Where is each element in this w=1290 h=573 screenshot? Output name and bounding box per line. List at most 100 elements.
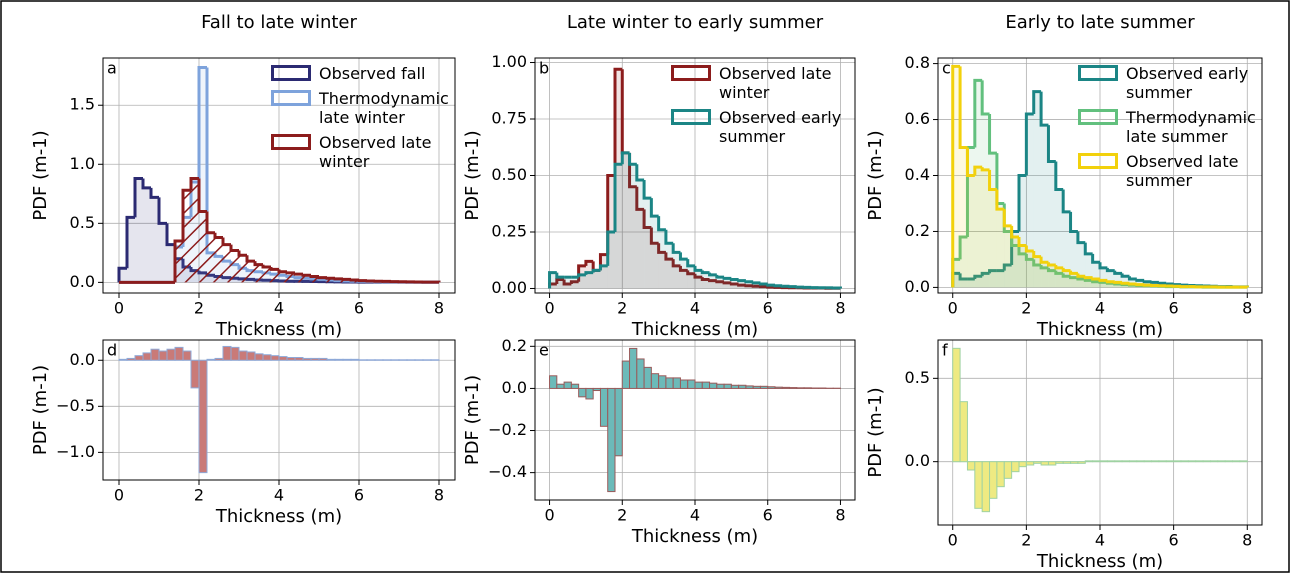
step-outline (708, 272, 717, 277)
step-outline (555, 277, 565, 284)
series (548, 151, 842, 290)
bar (982, 273, 990, 288)
step-outline (569, 280, 579, 284)
step-outline (277, 269, 287, 274)
bar (270, 355, 280, 361)
step-outline (1024, 253, 1034, 261)
legend-entry: Thermodynamic late summer (1078, 108, 1258, 146)
step-outline (700, 277, 710, 281)
bar (1033, 265, 1042, 288)
legend-label: Observed early summer (719, 108, 842, 146)
bar (702, 272, 710, 289)
chart-title: Fall to late winter (201, 12, 357, 33)
step-outline (1010, 225, 1019, 239)
y-tick-label: 0.0 (70, 350, 95, 369)
x-axis-label: Thickness (m) (631, 526, 758, 547)
bar (302, 357, 312, 361)
bar (615, 164, 623, 289)
legend-entry: Thermodynamic late winter (271, 89, 451, 127)
bar (1202, 460, 1211, 463)
bar (564, 283, 572, 289)
bar (191, 178, 199, 283)
bar (1055, 273, 1064, 288)
bar (1041, 267, 1049, 288)
y-tick-label: 1.00 (491, 52, 527, 71)
step-outline (1083, 278, 1093, 282)
y-tick-label: 0.25 (491, 221, 527, 240)
bar (600, 265, 608, 289)
bar (629, 186, 637, 289)
bar (789, 387, 798, 389)
bar (190, 359, 200, 389)
step-outline (562, 279, 572, 286)
bar (134, 355, 144, 361)
bar (745, 385, 754, 389)
bar (198, 359, 208, 474)
bar (709, 274, 717, 289)
bar (303, 275, 311, 283)
step-outline (737, 279, 746, 283)
bar (1004, 225, 1012, 288)
bar (1232, 460, 1241, 463)
step-outline (671, 243, 681, 254)
bar (578, 274, 586, 289)
bar (1047, 461, 1057, 466)
bar (996, 270, 1005, 288)
legend-entry: Observed late winter (271, 133, 451, 171)
y-tick-label: 0.5 (905, 368, 930, 387)
bar (599, 387, 609, 427)
x-tick-label: 0 (114, 299, 124, 318)
bar (326, 358, 336, 361)
bar (607, 387, 616, 493)
bar (651, 216, 659, 289)
step-outline (620, 151, 630, 165)
step-outline (1135, 283, 1145, 287)
bar (127, 217, 135, 283)
bar (1040, 461, 1049, 466)
bar (1055, 461, 1064, 464)
bar (966, 461, 976, 471)
bar (1084, 460, 1094, 463)
bar (585, 387, 594, 400)
step-outline (715, 274, 725, 279)
bar (222, 345, 232, 361)
step-outline (642, 209, 652, 229)
panel-label: d (107, 341, 117, 360)
bar (1092, 279, 1100, 288)
bar (593, 270, 601, 289)
step-outline (1164, 282, 1174, 286)
bar (215, 237, 223, 283)
bar (974, 276, 983, 288)
bar (1048, 265, 1056, 288)
step-outline (831, 286, 842, 290)
step-outline (117, 266, 127, 283)
y-tick-label: −0.4 (488, 462, 527, 481)
bar (1019, 245, 1027, 288)
bar (673, 252, 681, 289)
bar (665, 377, 674, 389)
x-tick-label: 4 (690, 299, 700, 318)
bar (1077, 242, 1086, 288)
step-outline (357, 279, 367, 283)
step-outline (613, 67, 623, 176)
bar (600, 254, 608, 289)
step-outline (1024, 112, 1034, 176)
bar (1092, 460, 1101, 463)
bar (1011, 237, 1019, 288)
bar (1224, 460, 1234, 463)
bar (556, 279, 565, 289)
bar (1033, 91, 1042, 288)
bar (1085, 253, 1093, 288)
panel-label: f (942, 341, 948, 360)
step-outline (285, 271, 295, 275)
step-outline (958, 235, 968, 260)
y-tick-label: 0.5 (70, 213, 95, 232)
step-outline (737, 283, 746, 287)
step-outline (973, 274, 983, 280)
bar (1070, 231, 1078, 288)
bar (738, 285, 746, 289)
step-outline (1172, 283, 1181, 287)
y-tick-label: 0.0 (70, 272, 95, 291)
step-outline (980, 271, 990, 277)
bar (745, 281, 754, 289)
